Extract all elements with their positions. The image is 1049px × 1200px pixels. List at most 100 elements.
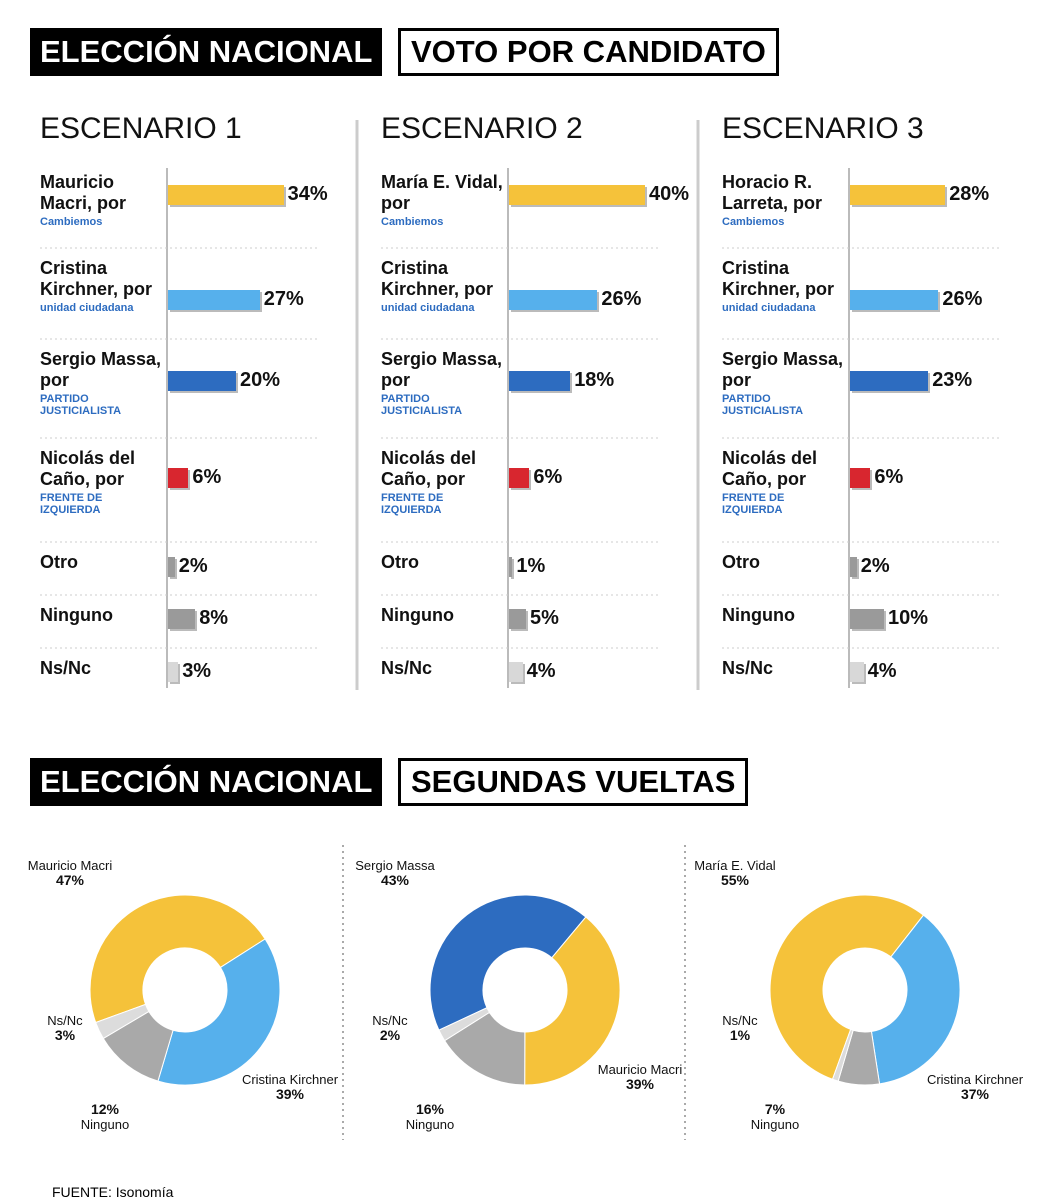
- value-label: 3%: [182, 660, 212, 682]
- bar: [850, 557, 857, 577]
- bar: [850, 468, 871, 488]
- label-value: 55%: [720, 872, 750, 888]
- bar: [168, 557, 175, 577]
- donut-segment: [524, 916, 621, 1086]
- candidate-name: Otro: [40, 552, 78, 572]
- label-name: Cristina Kirchner: [926, 1072, 1024, 1087]
- donut-label: 12% Ninguno: [55, 1101, 155, 1133]
- candidate-name: Ns/Nc: [40, 658, 92, 678]
- party-name: PARTIDO JUSTICIALISTA: [722, 393, 804, 417]
- value-label: 8%: [199, 607, 229, 629]
- scenario-title: ESCENARIO 3: [722, 112, 924, 145]
- candidate-name: Ninguno: [40, 605, 113, 625]
- label-value: 1%: [729, 1027, 751, 1043]
- label-name: Ns/Nc: [722, 1013, 758, 1028]
- donut-segment: [769, 894, 925, 1080]
- value-label: 40%: [649, 183, 690, 205]
- candidate-name: Sergio Massa, por: [40, 349, 162, 390]
- party-name: FRENTE DE IZQUIERDA: [40, 492, 103, 516]
- donut-label: 7% Ninguno: [725, 1102, 825, 1133]
- bar: [168, 290, 260, 310]
- candidate-name: Nicolás del Caño, por: [722, 448, 818, 489]
- party-name: unidad ciudadana: [381, 302, 475, 314]
- label-value: 39%: [625, 1076, 655, 1092]
- bar: [850, 371, 929, 391]
- candidate-name: Otro: [381, 552, 419, 572]
- bar: [168, 371, 236, 391]
- bar: [168, 468, 189, 488]
- party-name: unidad ciudadana: [40, 302, 134, 314]
- value-label: 28%: [949, 183, 990, 205]
- candidate-name: Horacio R. Larreta, por: [722, 172, 823, 213]
- label-name: Ns/Nc: [47, 1013, 83, 1028]
- value-label: 6%: [192, 466, 222, 488]
- value-label: 27%: [263, 288, 304, 310]
- donut-label: María E. Vidal 55%: [685, 858, 785, 888]
- value-label: 23%: [932, 369, 973, 391]
- donut-segment: [157, 938, 281, 1086]
- donut-label: Cristina Kirchner 39%: [240, 1072, 340, 1102]
- value-label: 2%: [178, 555, 208, 577]
- label-name: Cristina Kirchner: [241, 1072, 339, 1087]
- donut-segment: [95, 1003, 150, 1040]
- label-value: 37%: [960, 1086, 990, 1102]
- donut-segment: [870, 914, 961, 1085]
- bar: [850, 290, 939, 310]
- value-label: 18%: [574, 369, 615, 391]
- bar: [168, 185, 284, 205]
- donut-label: 16% Ninguno: [380, 1101, 480, 1133]
- bar: [509, 557, 513, 577]
- candidate-name: Sergio Massa, por: [381, 349, 503, 390]
- value-label: 10%: [888, 607, 929, 629]
- label-value: 39%: [275, 1086, 305, 1102]
- party-name: FRENTE DE IZQUIERDA: [722, 492, 785, 516]
- candidate-name: Cristina Kirchner, por: [40, 258, 153, 299]
- label-value: 3%: [54, 1027, 76, 1043]
- label-value: 16%: [415, 1101, 445, 1117]
- value-label: 4%: [526, 660, 556, 682]
- candidate-name: María E. Vidal, por: [381, 172, 503, 213]
- party-name: unidad ciudadana: [722, 302, 816, 314]
- candidate-name: Nicolás del Caño, por: [381, 448, 477, 489]
- donut-segment: [429, 894, 587, 1031]
- label-value: 43%: [380, 872, 410, 888]
- value-label: 6%: [533, 466, 563, 488]
- party-name: Cambiemos: [722, 216, 785, 228]
- party-name: FRENTE DE IZQUIERDA: [381, 492, 444, 516]
- donut-label: Ns/Nc 1%: [690, 1013, 790, 1043]
- value-label: 26%: [601, 288, 642, 310]
- donut-label: Ns/Nc 2%: [340, 1013, 440, 1043]
- label-name: María E. Vidal: [694, 858, 776, 873]
- donut-segment: [438, 1007, 491, 1042]
- candidate-name: Ninguno: [722, 605, 795, 625]
- header-left: ELECCIÓN NACIONAL: [30, 758, 383, 806]
- candidate-name: Mauricio Macri, por: [40, 172, 127, 213]
- candidate-name: Ns/Nc: [381, 658, 433, 678]
- label-value: 12%: [90, 1101, 120, 1117]
- value-label: 4%: [867, 660, 897, 682]
- donut-segment: [831, 1028, 854, 1082]
- value-label: 6%: [874, 466, 904, 488]
- bar: [168, 609, 196, 629]
- value-label: 34%: [287, 183, 328, 205]
- candidate-name: Otro: [722, 552, 760, 572]
- value-label: 1%: [516, 555, 546, 577]
- header-right: VOTO POR CANDIDATO: [398, 28, 779, 76]
- bar: [509, 290, 598, 310]
- candidate-name: Cristina Kirchner, por: [381, 258, 494, 299]
- value-label: 26%: [942, 288, 983, 310]
- header-right: SEGUNDAS VUELTAS: [398, 758, 749, 806]
- label-name: Ns/Nc: [372, 1013, 408, 1028]
- header-left: ELECCIÓN NACIONAL: [30, 28, 383, 76]
- party-name: PARTIDO JUSTICIALISTA: [40, 393, 122, 417]
- party-name: Cambiemos: [381, 216, 444, 228]
- bar: [850, 662, 864, 682]
- donut-label: Mauricio Macri 39%: [590, 1062, 690, 1092]
- label-name: Mauricio Macri: [27, 858, 113, 873]
- candidate-name: Nicolás del Caño, por: [40, 448, 136, 489]
- source: FUENTE: Isonomía: [52, 1184, 174, 1200]
- donut-label: Cristina Kirchner 37%: [925, 1072, 1025, 1102]
- label-value: 47%: [55, 872, 85, 888]
- value-label: 20%: [240, 369, 281, 391]
